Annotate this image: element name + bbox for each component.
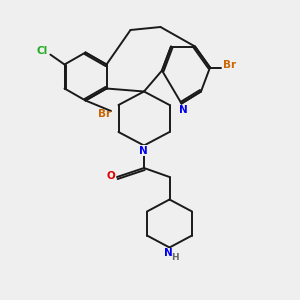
Text: N: N <box>164 248 173 259</box>
Text: H: H <box>171 253 179 262</box>
Text: Br: Br <box>223 59 236 70</box>
Text: Cl: Cl <box>36 46 48 56</box>
Text: N: N <box>139 146 148 156</box>
Text: N: N <box>178 105 188 115</box>
Text: Br: Br <box>98 109 112 119</box>
Text: O: O <box>106 171 115 181</box>
